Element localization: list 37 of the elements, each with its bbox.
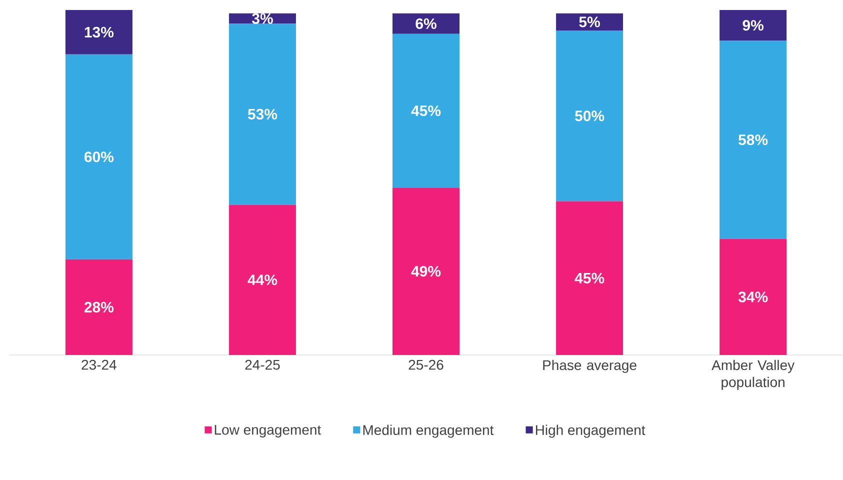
- bar: [65, 54, 132, 260]
- data-label: 58%: [738, 134, 768, 146]
- data-label: 5%: [579, 16, 600, 28]
- legend-label: Low engagement: [214, 425, 322, 438]
- data-label: 28%: [84, 302, 114, 312]
- data-label: 49%: [411, 266, 441, 277]
- bar: [392, 188, 460, 355]
- x-tick-label: 25-26: [408, 360, 444, 370]
- x-tick-label: Phase average: [543, 360, 636, 373]
- data-label: 53%: [248, 108, 278, 120]
- data-label: 60%: [84, 152, 114, 162]
- data-label: 50%: [574, 110, 604, 122]
- data-label: 45%: [411, 105, 441, 116]
- bar: [720, 238, 787, 355]
- bar: [556, 201, 624, 355]
- data-label: 45%: [574, 272, 604, 284]
- bar: [556, 13, 624, 30]
- data-label: 6%: [416, 18, 436, 29]
- data-label: 44%: [248, 274, 278, 286]
- bar: [65, 259, 132, 355]
- bar: [392, 13, 460, 34]
- data-label: 13%: [84, 26, 114, 38]
- legend-label: Medium engagement: [363, 424, 494, 438]
- bar: [392, 34, 460, 188]
- bar: [556, 30, 624, 202]
- bar: [720, 40, 787, 239]
- legend-label: High engagement: [536, 424, 646, 438]
- bar: [228, 204, 296, 355]
- data-label: 34%: [738, 292, 768, 302]
- bar: [720, 10, 787, 41]
- x-tick-label: Amber Valley population: [712, 360, 795, 390]
- x-tick-label: 24-25: [245, 360, 280, 370]
- data-label: 9%: [742, 20, 764, 31]
- data-label: 3%: [252, 13, 273, 24]
- bar: [65, 10, 132, 54]
- x-tick-label: 23-24: [82, 360, 116, 370]
- bar: [228, 24, 296, 205]
